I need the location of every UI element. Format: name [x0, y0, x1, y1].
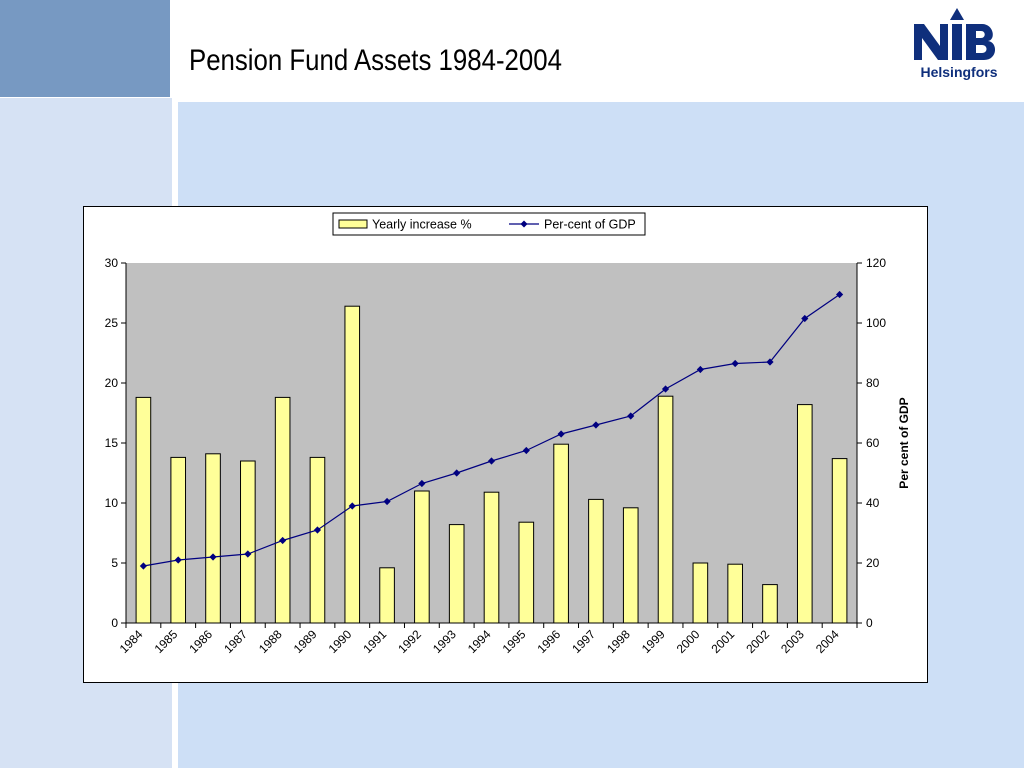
- legend-label-line: Per-cent of GDP: [544, 218, 636, 232]
- y-right-tick-label: 120: [866, 256, 886, 270]
- x-tick-label-1984: 1984: [117, 627, 146, 656]
- gdp-point-1996: [557, 430, 565, 438]
- bar-1986: [205, 453, 221, 624]
- x-tick-label-1985: 1985: [152, 627, 181, 656]
- bar-1998: [622, 507, 639, 624]
- gdp-point-1984: [139, 562, 148, 570]
- bar-1984: [135, 396, 152, 624]
- bar-1993: [448, 524, 465, 624]
- legend-box: [332, 212, 646, 236]
- chart-legend: Yearly increase % Per-cent of GDP: [332, 212, 646, 236]
- bar-1995: [518, 521, 535, 624]
- corner-block: [0, 0, 170, 97]
- combo-chart: Yearly increase % Per-cent of GDP 0 5 10 15 2…: [105, 212, 911, 656]
- bar-1985: [170, 456, 187, 624]
- nib-logo: Helsingfors: [900, 6, 1018, 86]
- gdp-point-1987: [244, 550, 252, 558]
- bar-2000: [692, 562, 709, 624]
- x-tick-label-1989: 1989: [291, 627, 320, 656]
- gdp-point-2004: [835, 290, 844, 299]
- x-tick-label-1994: 1994: [465, 627, 494, 656]
- bar-2003: [796, 404, 813, 624]
- x-tick-label-2000: 2000: [674, 627, 703, 656]
- y-left-tick-label: 10: [105, 496, 119, 510]
- y-right-tick-label: 80: [866, 376, 880, 390]
- bar-1994: [483, 491, 500, 624]
- bar-1989: [309, 456, 326, 624]
- gdp-point-1986: [209, 553, 217, 561]
- legend-line-marker: [520, 220, 528, 228]
- y-right-axis-title: Per cent of GDP: [897, 397, 911, 488]
- x-tick-label-1998: 1998: [604, 627, 633, 656]
- x-tick-label-1986: 1986: [186, 627, 215, 656]
- gdp-point-1985: [174, 556, 182, 564]
- bar-1987: [240, 460, 256, 624]
- x-tick-label-2003: 2003: [778, 627, 807, 656]
- gdp-point-1989: [313, 526, 322, 534]
- legend-label-bars: Yearly increase %: [372, 218, 472, 232]
- gdp-point-1998: [627, 412, 635, 420]
- y-left-tick-label: 5: [111, 556, 118, 570]
- y-left-tick-label: 20: [105, 376, 119, 390]
- bar-1999: [657, 395, 674, 624]
- y-right-tick-label: 0: [866, 616, 873, 630]
- x-tick-label-1999: 1999: [639, 627, 668, 656]
- y-right-tick-label: 100: [866, 316, 886, 330]
- gdp-point-1999: [661, 385, 670, 393]
- gdp-point-1993: [453, 469, 461, 477]
- nib-logo-mark: [914, 8, 996, 60]
- bar-1990: [344, 305, 361, 624]
- bar-2002: [762, 584, 778, 624]
- x-tick-label-1990: 1990: [326, 627, 355, 656]
- slide-title: Pension Fund Assets 1984-2004: [189, 44, 562, 77]
- gdp-point-2000: [696, 365, 704, 374]
- x-tick-label-2004: 2004: [813, 627, 842, 656]
- x-tick-label-1995: 1995: [500, 627, 529, 656]
- gdp-point-1995: [522, 446, 530, 455]
- gdp-point-2003: [801, 314, 809, 323]
- legend-bar-swatch: [338, 219, 368, 229]
- y-left-tick-label: 30: [105, 256, 119, 270]
- gdp-point-1990: [348, 502, 356, 510]
- y-right-tick-label: 20: [866, 556, 880, 570]
- x-tick-label-1993: 1993: [430, 627, 459, 656]
- gdp-point-1991: [383, 497, 391, 506]
- y-right-tick-label: 60: [866, 436, 880, 450]
- x-tick-label-1988: 1988: [256, 627, 285, 656]
- x-tick-label-1992: 1992: [395, 627, 424, 656]
- bar-1988: [274, 396, 291, 624]
- gdp-point-1994: [487, 457, 496, 465]
- y-left-tick-label: 25: [105, 316, 119, 330]
- y-left-tick-label: 0: [111, 616, 118, 630]
- bar-1996: [553, 443, 569, 624]
- chart-container: Yearly increase % Per-cent of GDP 0 5 10 15 2…: [83, 206, 928, 683]
- gdp-point-1992: [418, 479, 426, 488]
- x-tick-label-2001: 2001: [709, 627, 738, 656]
- gdp-point-2001: [731, 359, 739, 368]
- x-tick-label-1987: 1987: [221, 627, 250, 656]
- bar-2004: [831, 458, 848, 624]
- y-left-tick-label: 15: [105, 436, 119, 450]
- bar-1992: [414, 490, 430, 624]
- x-tick-label-1991: 1991: [360, 627, 389, 656]
- bar-1991: [379, 567, 395, 624]
- logo-subtitle: Helsingfors: [920, 64, 998, 80]
- gdp-point-2002: [766, 358, 774, 366]
- bar-1997: [588, 498, 604, 624]
- y-right-tick-label: 40: [866, 496, 880, 510]
- x-tick-label-1996: 1996: [534, 627, 563, 656]
- gdp-point-1997: [592, 421, 600, 429]
- x-tick-label-2002: 2002: [743, 627, 772, 656]
- bar-2001: [727, 563, 743, 624]
- x-tick-label-1997: 1997: [569, 627, 598, 656]
